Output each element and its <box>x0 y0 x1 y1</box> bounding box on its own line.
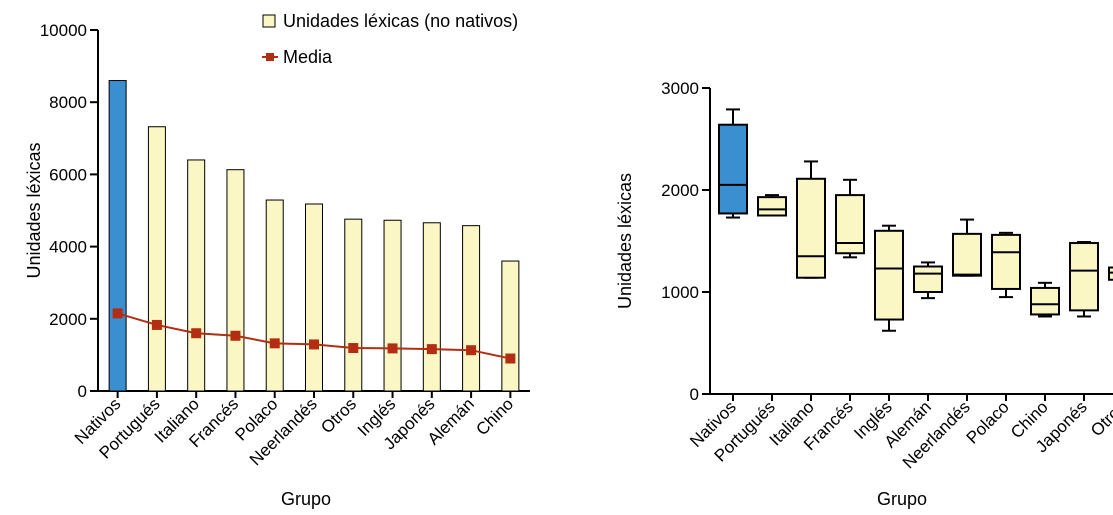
x-axis-title: Grupo <box>281 489 331 509</box>
box-polaco <box>991 233 1021 290</box>
y-tick-label: 1000 <box>661 283 699 302</box>
mean-point <box>112 308 123 319</box>
bar-francés <box>226 169 245 392</box>
y-tick-label: 2000 <box>661 181 699 200</box>
box-portugués <box>757 196 787 217</box>
y-tick-label: 8000 <box>49 93 87 112</box>
bar-chart-left: 0200040006000800010000NativosPortuguésIt… <box>24 11 530 509</box>
box-neerlandés <box>952 232 982 277</box>
y-axis-title: Unidades léxicas <box>24 142 44 278</box>
box-chino <box>1030 286 1060 316</box>
x-tick-label: Polaco <box>963 397 1013 447</box>
mean-point <box>269 338 280 349</box>
bar-inglés <box>383 219 402 392</box>
x-tick-label: Otros <box>317 394 360 437</box>
box-nativos <box>718 123 748 215</box>
mean-point <box>230 330 241 341</box>
boxplot-chart-right: 0100020003000NativosPortuguésItalianoFra… <box>615 79 1113 509</box>
y-tick-label: 3000 <box>661 79 699 98</box>
mean-point <box>505 353 516 364</box>
mean-point <box>426 344 437 355</box>
mean-point <box>309 339 319 350</box>
box-alemán <box>913 265 943 293</box>
mean-point <box>387 343 398 354</box>
bar-otros <box>344 218 363 392</box>
y-tick-label: 10000 <box>40 21 87 40</box>
bar-nativos <box>108 80 127 392</box>
bar-alemán <box>462 225 481 392</box>
y-axis-title: Unidades léxicas <box>615 173 635 309</box>
box-otros <box>1108 266 1113 281</box>
y-tick-label: 0 <box>690 385 699 404</box>
legend-marker-mean <box>266 53 274 61</box>
legend-label-bars: Unidades léxicas (no nativos) <box>283 11 518 31</box>
bar-japonés <box>422 222 441 392</box>
bar-chino <box>501 260 520 392</box>
y-tick-label: 0 <box>78 382 87 401</box>
box-inglés <box>874 229 904 321</box>
box-japonés <box>1069 242 1099 312</box>
legend-swatch-bars <box>262 14 276 28</box>
bar-polaco <box>265 199 284 392</box>
mean-point <box>466 345 477 356</box>
x-axis-title: Grupo <box>877 489 927 509</box>
box-italiano <box>796 177 826 279</box>
mean-point <box>151 319 162 330</box>
bar-portugués <box>147 126 166 392</box>
box-francés <box>835 194 865 255</box>
y-tick-label: 6000 <box>49 165 87 184</box>
bar-neerlandés <box>305 203 323 392</box>
mean-point <box>191 328 202 339</box>
y-tick-label: 2000 <box>49 310 87 329</box>
mean-point <box>348 343 359 354</box>
x-tick-label: Otros <box>1087 397 1113 440</box>
x-tick-label: Chino <box>472 394 517 439</box>
y-tick-label: 4000 <box>49 238 87 257</box>
bar-italiano <box>187 159 206 392</box>
legend-label-mean: Media <box>283 47 333 67</box>
